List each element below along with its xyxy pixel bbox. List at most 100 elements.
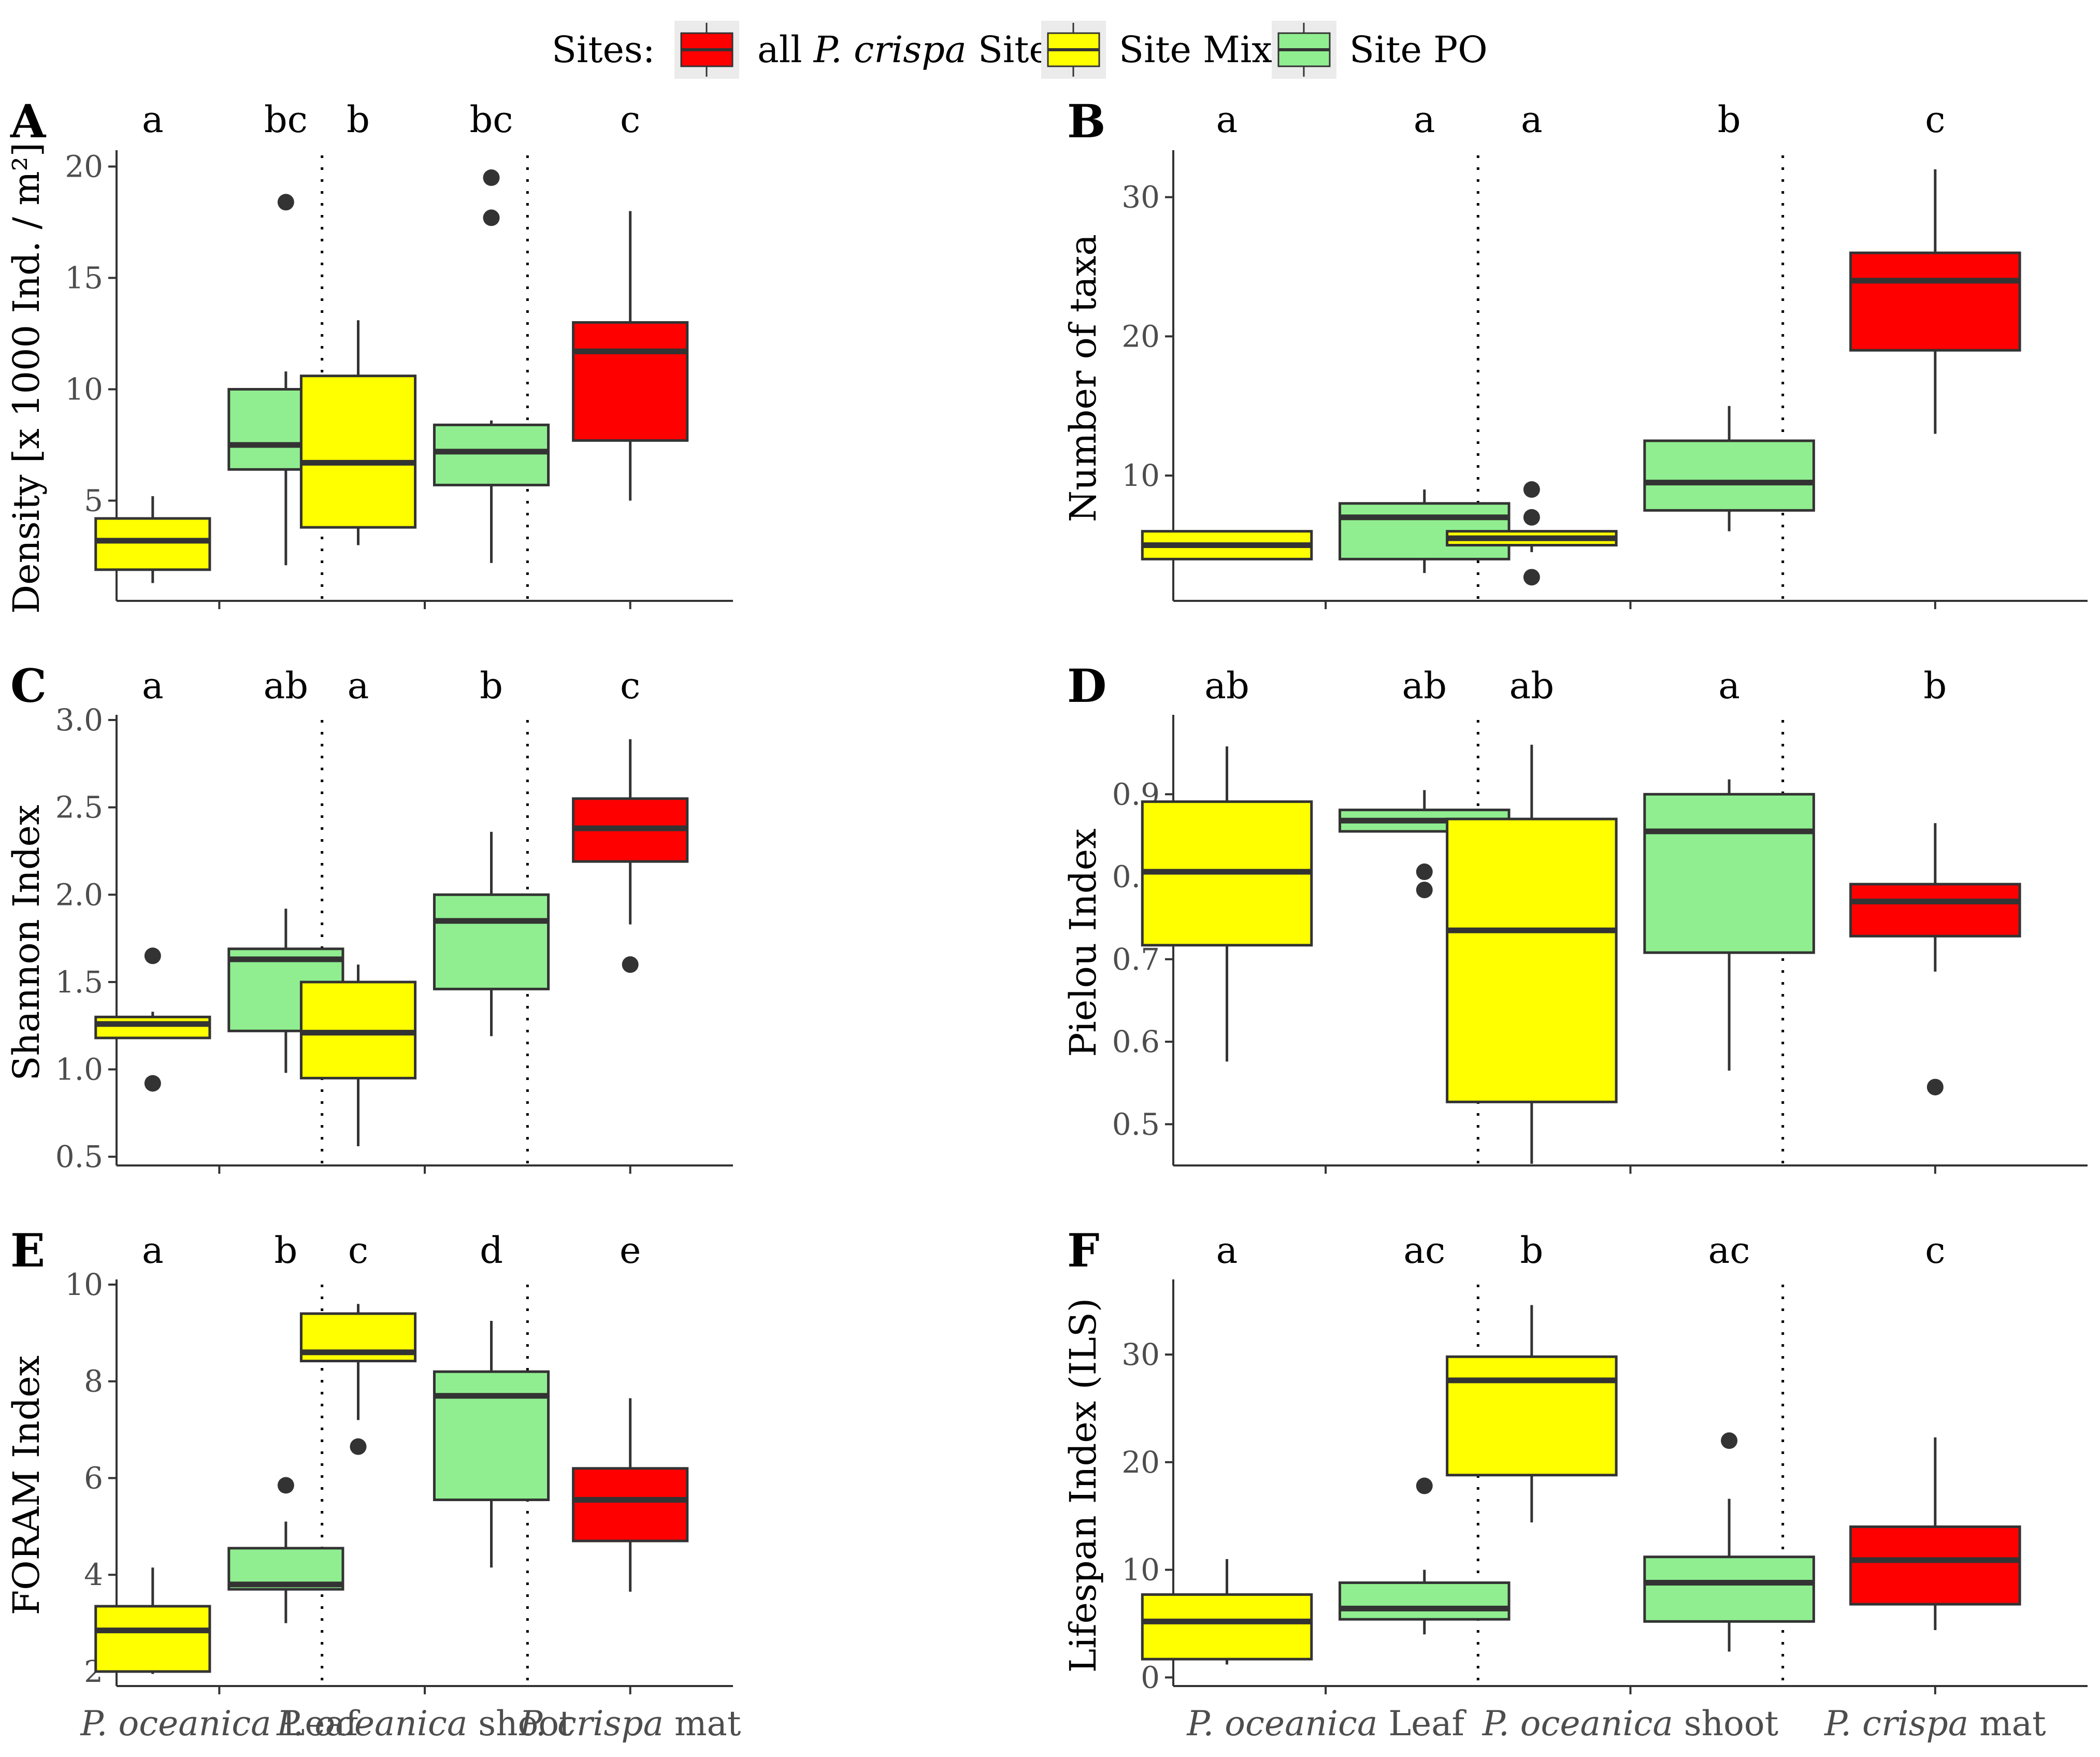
box-iqr bbox=[1849, 1525, 2021, 1606]
significance-letter: c bbox=[1925, 1229, 1945, 1272]
box-mix bbox=[1446, 481, 1618, 586]
y-tick-label: 10 bbox=[65, 1267, 103, 1302]
significance-letter: b bbox=[480, 665, 503, 707]
y-tick-label: 10 bbox=[1121, 1552, 1160, 1588]
box-iqr bbox=[1849, 251, 2021, 352]
significance-letter: ab bbox=[264, 665, 309, 707]
significance-letter: a bbox=[1216, 98, 1238, 141]
box-mix bbox=[1141, 1559, 1313, 1665]
outlier-point bbox=[277, 1477, 294, 1494]
y-tick-label: 10 bbox=[65, 372, 103, 407]
box-po bbox=[1643, 406, 1815, 531]
significance-letter: d bbox=[480, 1229, 503, 1272]
box-crispa bbox=[572, 739, 689, 973]
x-category-label: P. oceanica Leaf bbox=[80, 1704, 360, 1744]
significance-letter: c bbox=[620, 665, 640, 707]
y-tick-label: 6 bbox=[84, 1460, 103, 1495]
significance-letter: a bbox=[1216, 1229, 1238, 1272]
significance-letter: a bbox=[1521, 98, 1543, 141]
significance-letter: c bbox=[1925, 98, 1945, 141]
legend-item: Site Mix bbox=[1041, 21, 1272, 79]
box-crispa bbox=[1849, 169, 2021, 434]
y-tick-label: 2.5 bbox=[55, 790, 103, 825]
y-axis-label: Number of taxa bbox=[1062, 234, 1104, 522]
legend: Sites: all P. crispa Sites Site Mix Site PO bbox=[552, 21, 1488, 79]
box-po bbox=[227, 1477, 344, 1623]
significance-letter: a bbox=[1414, 98, 1435, 141]
box-po bbox=[1339, 1477, 1511, 1635]
significance-letter: b bbox=[347, 98, 370, 141]
significance-letter: a bbox=[142, 665, 164, 707]
box-po bbox=[433, 1321, 550, 1568]
x-category-label: P. crispa mat bbox=[1824, 1704, 2046, 1744]
box-crispa bbox=[572, 211, 689, 501]
legend-item: Site PO bbox=[1272, 21, 1488, 79]
y-tick-label: 5 bbox=[84, 483, 103, 519]
box-iqr bbox=[433, 423, 550, 486]
box-iqr bbox=[1339, 1581, 1511, 1621]
box-crispa bbox=[1849, 823, 2021, 1096]
legend-label: Site PO bbox=[1349, 28, 1488, 71]
outlier-point bbox=[144, 947, 161, 964]
legend-label: Site Mix bbox=[1119, 28, 1272, 71]
box-mix bbox=[1446, 1305, 1618, 1523]
box-po bbox=[1643, 779, 1815, 1071]
significance-letter: a bbox=[142, 1229, 164, 1272]
y-tick-label: 3.0 bbox=[55, 702, 103, 738]
y-tick-label: 8 bbox=[84, 1364, 103, 1399]
box-iqr bbox=[94, 1015, 211, 1040]
outlier-point bbox=[1523, 509, 1540, 526]
y-tick-label: 0.5 bbox=[1112, 1106, 1160, 1142]
significance-letter: a bbox=[142, 98, 164, 141]
y-axis-label: FORAM Index bbox=[5, 1356, 48, 1616]
significance-letter: c bbox=[348, 1229, 368, 1272]
y-tick-label: 1.0 bbox=[55, 1052, 103, 1087]
outlier-point bbox=[350, 1438, 367, 1455]
outlier-point bbox=[1926, 1078, 1944, 1096]
box-mix bbox=[1141, 530, 1313, 560]
box-iqr bbox=[1643, 793, 1815, 954]
y-tick-label: 4 bbox=[84, 1557, 103, 1592]
box-mix bbox=[1446, 744, 1618, 1164]
y-axis-label: Shannon Index bbox=[5, 805, 48, 1081]
box-mix bbox=[299, 1304, 417, 1455]
significance-letter: ac bbox=[1403, 1229, 1445, 1272]
panel-B: B 10 20 30 Number of taxa a a a b c bbox=[1062, 94, 2088, 609]
outlier-point bbox=[622, 956, 639, 973]
outlier-point bbox=[1416, 882, 1433, 899]
outlier-point bbox=[483, 209, 500, 226]
outlier-point bbox=[277, 194, 294, 211]
significance-letter: ab bbox=[1402, 665, 1447, 707]
box-iqr bbox=[1643, 439, 1815, 512]
legend-title: Sites: bbox=[552, 28, 655, 71]
box-crispa bbox=[572, 1398, 689, 1592]
panel-letter: D bbox=[1067, 659, 1106, 713]
box-mix bbox=[299, 964, 417, 1146]
y-tick-label: 0.6 bbox=[1112, 1024, 1160, 1059]
box-iqr bbox=[1446, 1355, 1618, 1477]
box-iqr bbox=[299, 375, 417, 529]
x-category-label: P. oceanica Leaf bbox=[1186, 1704, 1466, 1744]
box-iqr bbox=[433, 893, 550, 990]
significance-letter: bc bbox=[264, 98, 308, 141]
y-axis-label: Lifespan Index (ILS) bbox=[1062, 1298, 1104, 1673]
box-mix bbox=[299, 320, 417, 545]
significance-letter: b bbox=[1718, 98, 1741, 141]
box-iqr bbox=[94, 517, 211, 571]
panel-letter: E bbox=[10, 1223, 45, 1277]
significance-letter: c bbox=[620, 98, 640, 141]
y-tick-label: 0.7 bbox=[1112, 942, 1160, 977]
box-mix bbox=[94, 496, 211, 583]
significance-letter: a bbox=[1718, 665, 1740, 707]
y-tick-label: 30 bbox=[1121, 180, 1160, 215]
outlier-point bbox=[1416, 1477, 1433, 1494]
outlier-point bbox=[144, 1075, 161, 1092]
significance-letter: bc bbox=[470, 98, 513, 141]
y-axis-label: Density [x 1000 Ind. / m²] bbox=[5, 142, 48, 614]
panel-letter: B bbox=[1067, 94, 1105, 148]
outlier-point bbox=[1523, 481, 1540, 498]
